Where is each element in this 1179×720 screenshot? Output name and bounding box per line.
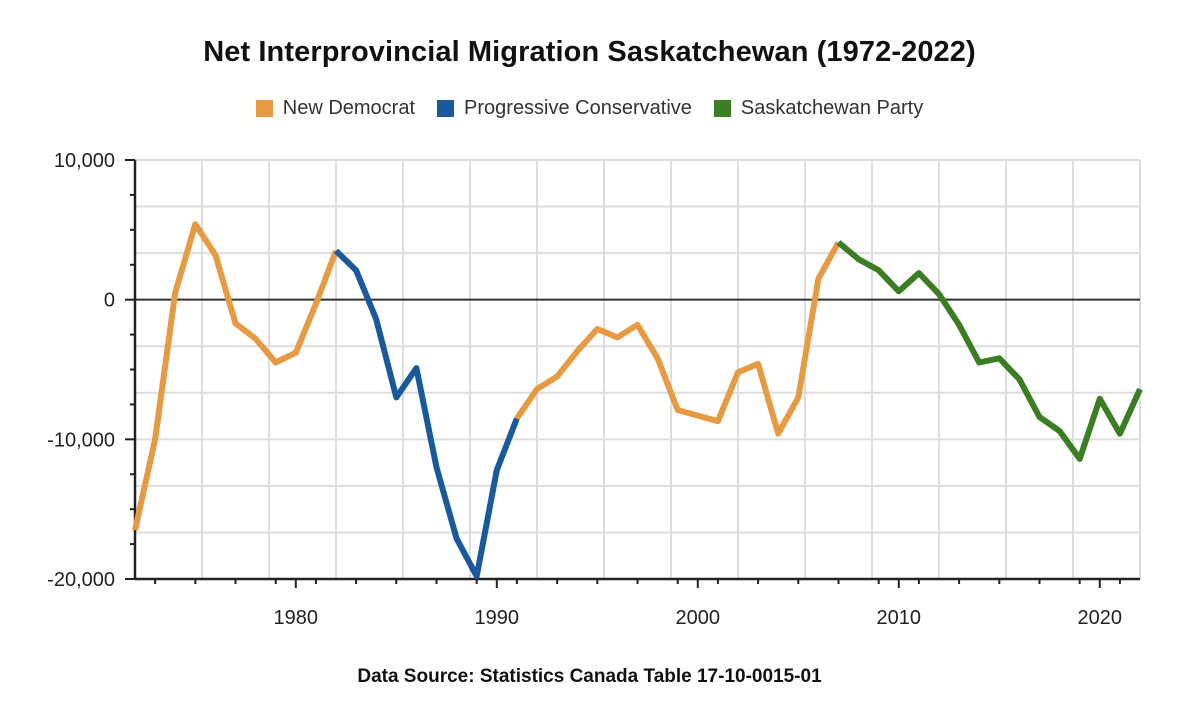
- legend-swatch-progressive-conservative: [437, 100, 455, 117]
- x-tick-label: 2010: [877, 607, 922, 629]
- legend: New Democrat Progressive Conservative Sa…: [0, 97, 1179, 120]
- y-tick-label: 0: [104, 290, 115, 312]
- y-tick-label: -10,000: [47, 429, 115, 451]
- data-source-note: Data Source: Statistics Canada Table 17-…: [357, 666, 822, 687]
- legend-label-progressive-conservative: Progressive Conservative: [464, 97, 692, 119]
- legend-label-new-democrat: New Democrat: [282, 97, 416, 119]
- series-line-new-democrat-2: [514, 240, 842, 437]
- legend-entry-new-democrat[interactable]: New Democrat: [255, 97, 416, 120]
- legend-entry-progressive-conservative[interactable]: Progressive Conservative: [437, 97, 692, 120]
- series-line-progressive-conservative-1: [333, 248, 520, 580]
- x-tick-label: 2000: [676, 607, 721, 629]
- legend-swatch-new-democrat: [255, 100, 273, 117]
- y-tick-label: 10,000: [54, 150, 115, 172]
- x-tick-label: 1980: [274, 607, 319, 629]
- legend-entry-saskatchewan-party[interactable]: Saskatchewan Party: [713, 97, 924, 120]
- series-line-saskatchewan-party-3: [836, 240, 1143, 462]
- chart-title: Net Interprovincial Migration Saskatchew…: [203, 36, 976, 68]
- x-tick-label: 1990: [475, 607, 520, 629]
- series-line-new-democrat-0: [132, 221, 339, 531]
- legend-label-saskatchewan-party: Saskatchewan Party: [740, 97, 924, 119]
- y-tick-label: -20,000: [47, 569, 115, 591]
- legend-swatch-saskatchewan-party: [713, 100, 731, 117]
- x-tick-label: 2020: [1078, 607, 1123, 629]
